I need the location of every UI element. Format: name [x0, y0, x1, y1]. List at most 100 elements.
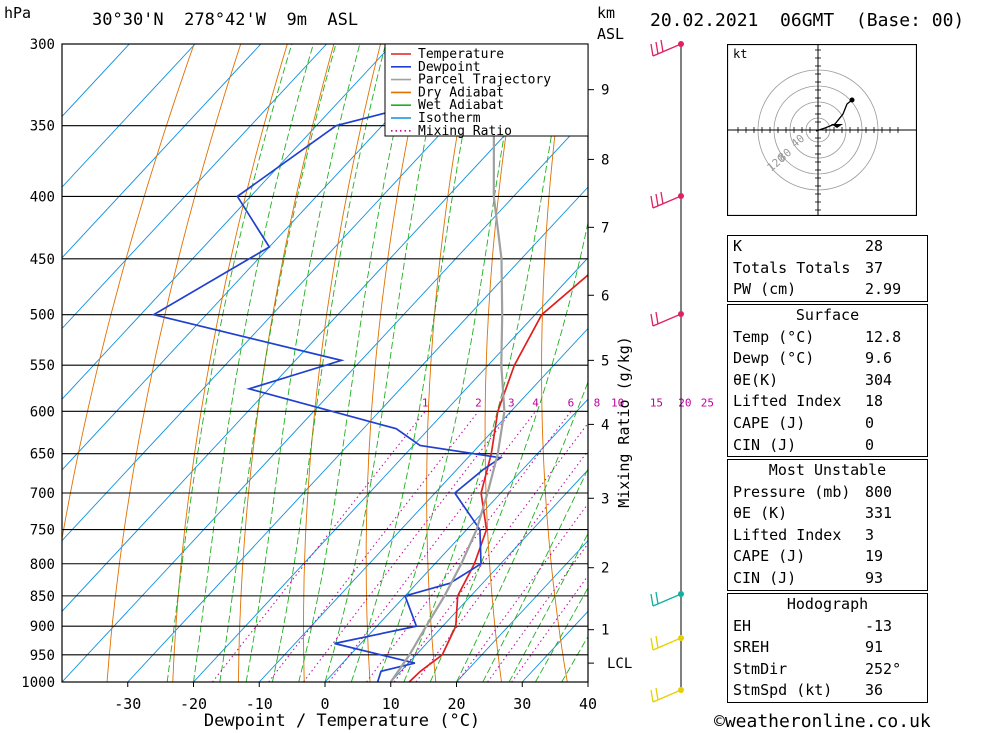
hodograph-unit-label: kt — [733, 47, 747, 61]
km-tick-label: 2 — [601, 561, 609, 577]
row-value: 304 — [865, 370, 893, 389]
table-row: K 28 — [728, 236, 927, 258]
wet-adiabat-line — [508, 532, 588, 682]
row-label: Totals Totals — [733, 258, 851, 277]
wind-barb-flag — [655, 635, 659, 649]
copyright-text[interactable]: ©weatheronline.co.uk — [714, 711, 931, 732]
wind-barb-flag — [650, 593, 654, 607]
x-tick-label: -10 — [246, 695, 273, 713]
dry-adiabat-line — [940, 44, 1000, 682]
mixing-ratio-line — [415, 450, 588, 682]
mixing-ratio-axis-label: Mixing Ratio (g/kg) — [615, 336, 633, 508]
parcel-trajectory-profile — [389, 44, 512, 682]
km-tick-label: 4 — [601, 417, 609, 433]
row-value: 19 — [865, 547, 884, 566]
isotherm-line — [62, 44, 327, 330]
x-tick-label: 10 — [382, 695, 400, 713]
wet-adiabat-line — [350, 44, 481, 682]
isotherm-line — [62, 44, 130, 118]
table-row: θE (K) 331 — [728, 503, 927, 525]
mixing-ratio-label: 8 — [594, 396, 601, 409]
mixing-ratio-line — [212, 410, 426, 682]
isotherm-line — [456, 539, 588, 682]
row-label: Lifted Index — [733, 525, 842, 544]
datetime-title: 20.02.2021 06GMT (Base: 00) — [650, 10, 965, 31]
wet-adiabat-line — [429, 220, 588, 682]
table-row: StmDir 252° — [728, 659, 927, 681]
wind-barb-flag — [655, 193, 659, 207]
row-label: Dewp (°C) — [733, 349, 815, 368]
row-label: CIN (J) — [733, 568, 797, 587]
row-value: 37 — [865, 258, 884, 277]
row-label: Lifted Index — [733, 392, 842, 411]
wind-barb-flag — [650, 637, 654, 651]
pressure-tick-label: 450 — [30, 252, 55, 268]
isotherm-line — [62, 44, 525, 542]
temperature-profile — [408, 273, 588, 682]
wind-barb-flag — [655, 687, 659, 701]
table-row: Totals Totals 37 — [728, 258, 927, 280]
row-label: K — [733, 237, 743, 255]
row-value: -13 — [865, 616, 893, 635]
pressure-tick-label: 600 — [30, 404, 55, 420]
isotherm-line — [62, 44, 262, 259]
dry-adiabat-line — [365, 44, 428, 682]
row-value: 0 — [865, 435, 875, 454]
pressure-tick-label: 650 — [30, 447, 55, 463]
row-label: θE (K) — [733, 504, 788, 523]
wind-barb-flag — [650, 43, 654, 57]
mixing-ratio-label: 25 — [701, 396, 714, 409]
km-tick-label: 1 — [601, 623, 609, 639]
pressure-tick-label: 800 — [30, 557, 55, 573]
row-value: 36 — [865, 681, 884, 700]
dry-adiabat-line — [238, 44, 335, 682]
table-row: Dewp (°C) 9.6 — [728, 348, 927, 370]
wet-adiabat-line — [535, 586, 588, 682]
isotherm-line — [193, 257, 588, 682]
table-row: CIN (J) 0 — [728, 435, 927, 457]
isotherm-line — [62, 44, 196, 188]
most-unstable-table: Most Unstable Pressure (mb) 800 θE (K) 331 Li… — [727, 459, 928, 591]
table-row: CAPE (J) 0 — [728, 413, 927, 435]
x-tick-label: 40 — [579, 695, 597, 713]
dry-adiabat-line — [986, 44, 1000, 682]
table-row: Lifted Index 18 — [728, 391, 927, 413]
pressure-tick-label: 850 — [30, 589, 55, 605]
mixing-ratio-label: 10 — [611, 396, 624, 409]
km-tick-label: 6 — [601, 288, 609, 304]
wind-barb-flag — [655, 41, 659, 55]
table-row: Lifted Index 3 — [728, 525, 927, 547]
wind-barb-flag — [655, 591, 659, 605]
asl-label: ASL — [597, 25, 625, 43]
dry-adiabat-line — [106, 44, 242, 682]
hpa-label: hPa — [4, 4, 32, 22]
row-value: 12.8 — [865, 327, 902, 346]
isotherm-line — [127, 186, 588, 682]
x-tick-label: 30 — [513, 695, 531, 713]
row-value: 2.99 — [865, 280, 902, 299]
wet-adiabat-line — [324, 44, 446, 682]
table-row: Temp (°C) 12.8 — [728, 327, 927, 349]
row-value: 252° — [865, 659, 902, 678]
wet-adiabat-line — [482, 467, 588, 682]
mixing-ratio-line — [393, 422, 588, 682]
wind-barb-flag — [655, 311, 659, 325]
pressure-tick-label: 700 — [30, 486, 55, 502]
hodograph-table: Hodograph EH -13 SREH 91 StmDir 252° StmSpd (kt… — [727, 593, 928, 703]
mixing-ratio-line — [366, 410, 572, 682]
km-tick-label: 5 — [601, 353, 609, 369]
table-row: CAPE (J) 19 — [728, 546, 927, 568]
legend-label: Dry Adiabat — [418, 85, 504, 100]
wind-barb-flag — [650, 195, 654, 209]
isotherm-line — [62, 44, 459, 471]
legend-box — [384, 43, 589, 137]
row-label: SREH — [733, 638, 770, 657]
km-tick-label: 3 — [601, 491, 609, 507]
km-tick-label: 7 — [601, 220, 609, 236]
wind-barb-flag — [660, 191, 664, 205]
x-tick-label: 20 — [447, 695, 465, 713]
mixing-ratio-label: 4 — [532, 396, 539, 409]
pressure-tick-label: 400 — [30, 189, 55, 205]
